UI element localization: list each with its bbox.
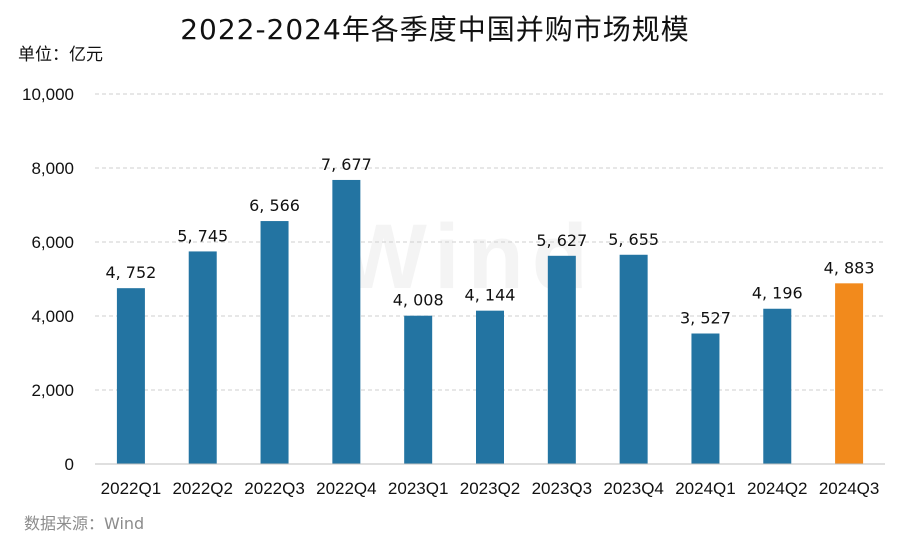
- watermark-logo: Wind: [340, 205, 596, 310]
- source-note: 数据来源：Wind: [24, 514, 145, 533]
- x-category-label: 2023Q1: [388, 479, 449, 498]
- x-category-label: 2024Q1: [675, 479, 736, 498]
- data-label: 4, 144: [465, 286, 516, 305]
- bar-2022Q2: [188, 251, 217, 464]
- x-category-label: 2022Q4: [316, 479, 377, 498]
- data-label: 6, 566: [249, 196, 300, 215]
- y-tick-label: 0: [65, 455, 74, 474]
- data-label: 4, 883: [824, 258, 875, 277]
- data-label: 5, 627: [536, 231, 587, 250]
- bar-2023Q1: [404, 315, 433, 464]
- x-category-label: 2024Q3: [819, 479, 880, 498]
- x-category-label: 2022Q1: [101, 479, 162, 498]
- bars: [116, 179, 864, 465]
- x-category-label: 2022Q3: [244, 479, 305, 498]
- y-tick-label: 6,000: [31, 233, 74, 252]
- x-category-label: 2023Q3: [532, 479, 593, 498]
- x-axis-categories: 2022Q1 2022Q2 2022Q3 2022Q4 2023Q1 2023Q2 2023…: [101, 479, 880, 498]
- chart-title: 2022-2024年各季度中国并购市场规模: [180, 13, 690, 46]
- bar-2023Q4: [619, 254, 648, 464]
- y-tick-label: 2,000: [31, 381, 74, 400]
- data-label: 4, 196: [752, 284, 803, 303]
- data-label: 4, 008: [393, 291, 444, 310]
- y-tick-label: 10,000: [22, 85, 74, 104]
- x-category-label: 2022Q2: [172, 479, 233, 498]
- bar-2022Q1: [116, 288, 145, 464]
- data-label: 4, 752: [105, 263, 156, 282]
- data-label: 3, 527: [680, 309, 731, 328]
- data-label: 5, 745: [177, 226, 228, 245]
- data-label: 5, 655: [608, 230, 659, 249]
- bar-2024Q1: [691, 333, 720, 464]
- data-label: 7, 677: [321, 155, 372, 174]
- bar-2022Q4: [332, 179, 361, 465]
- x-category-label: 2024Q2: [747, 479, 808, 498]
- bar-2023Q2: [476, 310, 504, 464]
- data-labels: 4, 752 5, 745 6, 566 7, 677 4, 008 4, 144 5, 6…: [105, 155, 874, 328]
- x-category-label: 2023Q2: [460, 479, 521, 498]
- bar-2022Q3: [260, 221, 289, 464]
- y-axis-ticks: 0 2,000 4,000 6,000 8,000 10,000: [22, 85, 74, 474]
- bar-2023Q3: [547, 255, 576, 464]
- unit-label: 单位：亿元: [18, 45, 103, 65]
- y-tick-label: 4,000: [31, 307, 74, 326]
- bar-2024Q3: [835, 283, 864, 464]
- y-tick-label: 8,000: [31, 159, 74, 178]
- bar-2024Q2: [763, 308, 792, 464]
- x-category-label: 2023Q4: [603, 479, 664, 498]
